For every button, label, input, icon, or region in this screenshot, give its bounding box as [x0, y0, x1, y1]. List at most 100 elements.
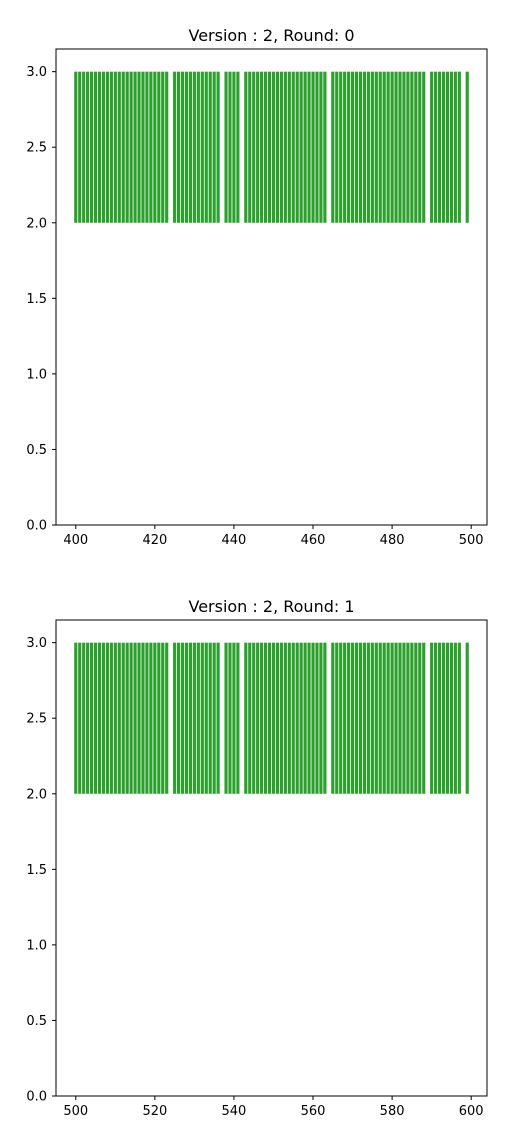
bar — [382, 71, 386, 223]
bar — [117, 642, 121, 794]
bar — [141, 71, 145, 223]
plot-frame — [55, 619, 488, 1097]
bar — [339, 71, 343, 223]
bar — [192, 642, 196, 794]
bar — [125, 642, 129, 794]
bar — [445, 642, 450, 794]
bar — [137, 71, 141, 223]
bar — [192, 71, 196, 223]
bar — [410, 642, 414, 794]
bar — [390, 71, 394, 223]
bar — [133, 71, 137, 223]
bar — [224, 642, 228, 794]
bar — [216, 71, 220, 223]
bar — [295, 71, 299, 223]
bar — [248, 642, 252, 794]
bar — [212, 71, 216, 223]
bar — [445, 71, 450, 223]
bar — [244, 71, 248, 223]
bar — [358, 71, 363, 223]
bar — [347, 642, 351, 794]
bar — [374, 71, 378, 223]
bar — [343, 642, 347, 794]
bar — [453, 71, 457, 223]
bar — [180, 642, 185, 794]
y-tick-label: 2.0 — [26, 787, 47, 802]
bar — [307, 642, 311, 794]
bar — [133, 642, 137, 794]
bar — [311, 71, 315, 223]
bar — [204, 642, 208, 794]
bar — [236, 642, 240, 794]
x-tick-label: 440 — [222, 533, 247, 548]
y-tick-label: 3.0 — [26, 636, 47, 651]
bar — [437, 642, 442, 794]
bar — [394, 71, 398, 223]
bar — [414, 71, 418, 223]
bar — [453, 642, 457, 794]
bar — [101, 71, 106, 223]
bar — [256, 71, 260, 223]
bar — [386, 642, 390, 794]
bar — [434, 642, 438, 794]
x-axis-ticks: 500 520 540 560 580 600 — [63, 1096, 484, 1119]
bar — [323, 642, 327, 794]
bar — [173, 642, 177, 794]
bar — [335, 642, 339, 794]
bar — [465, 642, 469, 794]
bar — [113, 642, 117, 794]
bar — [129, 642, 133, 794]
bar — [263, 71, 268, 223]
bar — [149, 642, 153, 794]
bar — [82, 71, 86, 223]
bar — [457, 71, 461, 223]
bar — [141, 642, 145, 794]
bar — [406, 642, 410, 794]
bar — [157, 71, 161, 223]
bar — [398, 642, 402, 794]
bar — [101, 642, 106, 794]
bar — [303, 642, 307, 794]
bar — [449, 71, 453, 223]
bar — [260, 642, 264, 794]
bar — [362, 642, 367, 794]
x-tick-label: 520 — [142, 1104, 167, 1119]
bar — [200, 71, 204, 223]
bar — [406, 71, 410, 223]
chart-title: Version : 2, Round: 0 — [188, 26, 354, 45]
bar — [228, 642, 232, 794]
bar — [165, 71, 169, 223]
bar — [121, 71, 125, 223]
bar — [216, 642, 220, 794]
bar — [184, 642, 189, 794]
bar — [196, 642, 200, 794]
bar-series — [74, 642, 469, 794]
bar — [311, 642, 315, 794]
bar — [267, 642, 272, 794]
bar — [275, 642, 280, 794]
chart-panel-round-0: Version : 2, Round: 0 400 420 440 460 480 500… — [26, 26, 488, 548]
y-tick-label: 2.5 — [26, 141, 47, 156]
bar — [204, 71, 208, 223]
bar — [382, 642, 386, 794]
bar — [418, 71, 422, 223]
bar — [263, 642, 268, 794]
x-tick-label: 400 — [63, 533, 88, 548]
y-tick-label: 1.0 — [26, 938, 47, 953]
y-tick-label: 3.0 — [26, 65, 47, 80]
bar — [252, 642, 256, 794]
bar — [109, 642, 113, 794]
bar — [125, 71, 129, 223]
bar — [291, 642, 295, 794]
bar — [236, 71, 240, 223]
bar — [283, 71, 287, 223]
bar — [90, 642, 94, 794]
bar — [434, 71, 438, 223]
bar — [437, 71, 442, 223]
bar — [109, 71, 113, 223]
y-tick-label: 1.0 — [26, 367, 47, 382]
bar — [366, 642, 370, 794]
x-tick-label: 580 — [380, 1104, 405, 1119]
bar — [82, 642, 86, 794]
